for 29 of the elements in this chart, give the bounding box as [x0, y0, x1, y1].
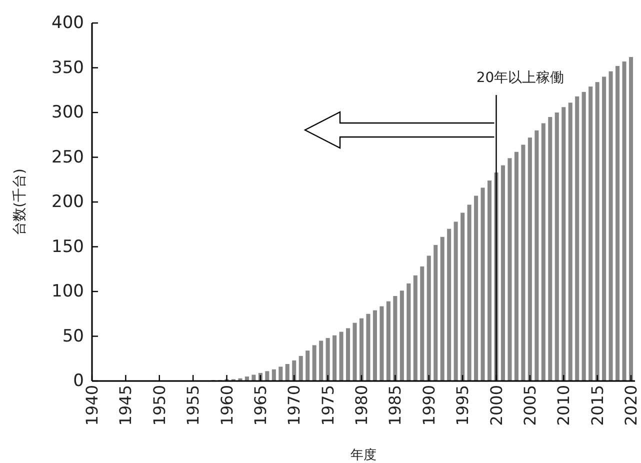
x-tick-label: 1995 [453, 385, 472, 426]
y-tick-label: 350 [52, 58, 84, 78]
x-axis-title: 年度 [350, 447, 376, 463]
y-tick-label: 400 [52, 13, 84, 33]
y-axis-title: 台数(千台) [12, 168, 28, 236]
x-tick-label: 1975 [318, 385, 338, 426]
x-tick-label: 1950 [150, 385, 169, 426]
x-tick-label: 1940 [82, 385, 102, 426]
x-tick-label: 1960 [217, 385, 236, 426]
x-tick-label: 1955 [184, 385, 203, 426]
x-tick-label: 2010 [554, 385, 574, 426]
ref-line-label: 20年以上稼働 [476, 70, 564, 86]
x-tick-label: 1965 [250, 385, 270, 426]
x-tick-label: 2005 [520, 385, 540, 426]
x-tick-label: 1970 [284, 385, 304, 426]
x-tick-label: 2000 [486, 385, 506, 426]
x-tick-label: 1985 [386, 385, 405, 426]
x-tick-label: 1980 [352, 385, 371, 426]
y-tick-label: 50 [62, 326, 84, 346]
y-tick-label: 200 [52, 192, 84, 212]
x-tick-label: 2020 [622, 385, 640, 426]
y-tick-label: 250 [52, 147, 84, 168]
x-tick-label: 1945 [116, 385, 136, 426]
y-tick-label: 300 [52, 102, 84, 122]
x-tick-label: 1990 [419, 385, 438, 426]
x-tick-label: 2015 [588, 385, 607, 426]
y-tick-label: 100 [52, 282, 84, 302]
y-tick-label: 150 [52, 236, 84, 257]
y-tick-label: 0 [73, 371, 84, 391]
